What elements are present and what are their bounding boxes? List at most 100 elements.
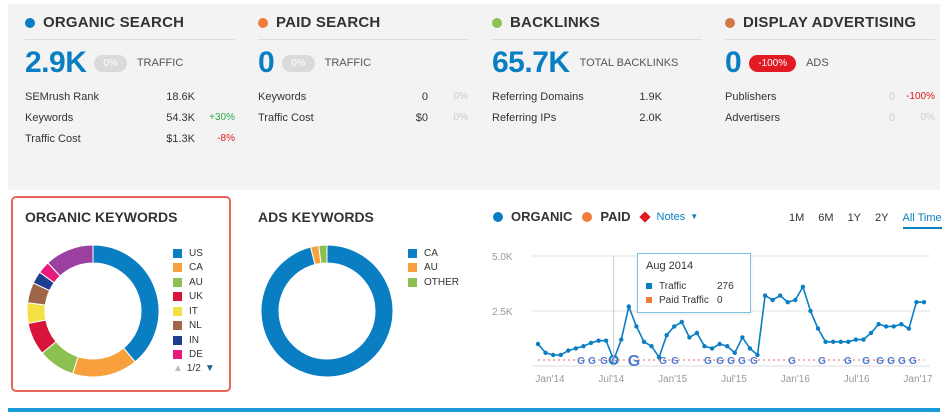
legend-organic[interactable]: ORGANIC bbox=[493, 209, 572, 224]
organic-point[interactable] bbox=[830, 339, 836, 344]
google-update-icon[interactable]: G bbox=[898, 356, 906, 367]
google-update-icon[interactable]: G bbox=[738, 356, 746, 367]
google-update-icon[interactable]: G bbox=[844, 356, 852, 367]
organic-point[interactable] bbox=[747, 346, 753, 351]
donut-slice-ca[interactable] bbox=[260, 244, 394, 378]
organic-point[interactable] bbox=[672, 324, 677, 329]
google-update-selected-icon[interactable]: G bbox=[628, 353, 640, 370]
google-update-icon[interactable]: G bbox=[788, 356, 796, 367]
google-update-icon[interactable]: G bbox=[716, 356, 724, 367]
metric-row[interactable]: Keywords 0 0% bbox=[258, 86, 468, 107]
donut-slice-ca[interactable] bbox=[71, 347, 136, 378]
card-title[interactable]: ORGANIC SEARCH bbox=[25, 14, 235, 40]
organic-point[interactable] bbox=[921, 300, 927, 305]
legend-paid[interactable]: PAID bbox=[582, 209, 631, 224]
legend-item[interactable]: CA bbox=[408, 246, 459, 261]
organic-point[interactable] bbox=[687, 335, 692, 340]
range-1m[interactable]: 1M bbox=[789, 212, 805, 224]
notes-dropdown[interactable]: Notes ▼ bbox=[638, 211, 698, 223]
legend-item[interactable]: CA bbox=[173, 261, 203, 276]
google-update-icon[interactable]: G bbox=[909, 356, 917, 367]
legend-item[interactable]: DE bbox=[173, 348, 203, 363]
legend-item[interactable]: US bbox=[173, 246, 203, 261]
organic-point[interactable] bbox=[566, 348, 571, 353]
organic-point[interactable] bbox=[876, 322, 881, 327]
card-big-value[interactable]: 0 bbox=[725, 46, 742, 79]
organic-point[interactable] bbox=[656, 355, 662, 360]
donut-slice-other[interactable] bbox=[47, 244, 94, 277]
metric-row[interactable]: Traffic Cost $0 0% bbox=[258, 107, 468, 128]
organic-point[interactable] bbox=[777, 293, 783, 298]
google-update-icon[interactable]: G bbox=[611, 356, 619, 367]
legend-item[interactable]: NL bbox=[173, 319, 203, 334]
organic-series-line[interactable] bbox=[537, 284, 924, 363]
metric-row[interactable]: Keywords 54.3K +30% bbox=[25, 107, 235, 128]
google-update-icon[interactable]: G bbox=[659, 356, 667, 367]
google-update-icon[interactable]: G bbox=[862, 356, 870, 367]
organic-point[interactable] bbox=[535, 341, 541, 347]
organic-point[interactable] bbox=[762, 293, 768, 298]
organic-point[interactable] bbox=[634, 324, 639, 329]
organic-point[interactable] bbox=[740, 335, 745, 340]
organic-point[interactable] bbox=[891, 324, 896, 329]
organic-point[interactable] bbox=[846, 339, 851, 344]
range-6m[interactable]: 6M bbox=[818, 212, 834, 224]
organic-point[interactable] bbox=[725, 344, 730, 349]
organic-point[interactable] bbox=[596, 338, 601, 343]
organic-point[interactable] bbox=[573, 346, 579, 351]
range-1y[interactable]: 1Y bbox=[847, 212, 862, 224]
organic-point[interactable] bbox=[550, 352, 556, 358]
organic-point[interactable] bbox=[626, 304, 632, 309]
organic-point[interactable] bbox=[914, 300, 919, 305]
google-update-icon[interactable]: G bbox=[704, 356, 712, 367]
organic-point[interactable] bbox=[853, 337, 859, 342]
organic-point[interactable] bbox=[838, 339, 843, 344]
google-update-icon[interactable]: G bbox=[727, 356, 735, 367]
legend-item[interactable]: AU bbox=[173, 275, 203, 290]
organic-point[interactable] bbox=[755, 352, 760, 358]
google-update-icon[interactable]: G bbox=[876, 356, 884, 367]
google-update-icon[interactable]: G bbox=[671, 356, 679, 367]
organic-point[interactable] bbox=[717, 341, 722, 347]
organic-point[interactable] bbox=[906, 326, 912, 331]
range-all-time[interactable]: All Time bbox=[902, 212, 942, 229]
donut-slice-it[interactable] bbox=[26, 302, 47, 324]
organic-point[interactable] bbox=[709, 346, 715, 351]
organic-keywords-donut[interactable] bbox=[25, 243, 161, 379]
organic-point[interactable] bbox=[793, 297, 798, 303]
organic-point[interactable] bbox=[861, 337, 866, 342]
organic-point[interactable] bbox=[619, 337, 624, 342]
metric-row[interactable]: Advertisers 0 0% bbox=[725, 107, 935, 128]
legend-item[interactable]: IT bbox=[173, 304, 203, 319]
legend-item[interactable]: AU bbox=[408, 261, 459, 276]
organic-point[interactable] bbox=[543, 350, 548, 355]
card-big-value[interactable]: 65.7K bbox=[492, 46, 570, 79]
card-title[interactable]: PAID SEARCH bbox=[258, 14, 468, 40]
organic-point[interactable] bbox=[702, 344, 707, 349]
google-update-icon[interactable]: G bbox=[818, 356, 826, 367]
organic-point[interactable] bbox=[679, 319, 685, 325]
organic-point[interactable] bbox=[899, 322, 904, 327]
legend-item[interactable]: UK bbox=[173, 290, 203, 305]
metric-row[interactable]: Traffic Cost $1.3K -8% bbox=[25, 128, 235, 149]
organic-point[interactable] bbox=[603, 338, 609, 343]
organic-point[interactable] bbox=[785, 300, 790, 305]
card-big-value[interactable]: 0 bbox=[258, 46, 275, 79]
google-update-icon[interactable]: G bbox=[600, 356, 608, 367]
organic-point[interactable] bbox=[694, 330, 700, 336]
organic-point[interactable] bbox=[868, 330, 874, 336]
organic-point[interactable] bbox=[664, 333, 669, 338]
card-title[interactable]: BACKLINKS bbox=[492, 14, 702, 40]
metric-row[interactable]: SEMrush Rank 18.6K bbox=[25, 86, 235, 107]
donut-slice-other[interactable] bbox=[318, 244, 328, 264]
google-update-icon[interactable]: G bbox=[577, 356, 585, 367]
google-update-icon[interactable]: G bbox=[750, 356, 758, 367]
organic-point[interactable] bbox=[558, 352, 563, 358]
organic-point[interactable] bbox=[808, 308, 813, 314]
legend-item[interactable]: IN bbox=[173, 333, 203, 348]
organic-point[interactable] bbox=[823, 339, 828, 344]
organic-point[interactable] bbox=[641, 339, 647, 344]
organic-point[interactable] bbox=[883, 324, 889, 329]
organic-point[interactable] bbox=[800, 284, 806, 289]
google-update-icon[interactable]: G bbox=[588, 356, 596, 367]
